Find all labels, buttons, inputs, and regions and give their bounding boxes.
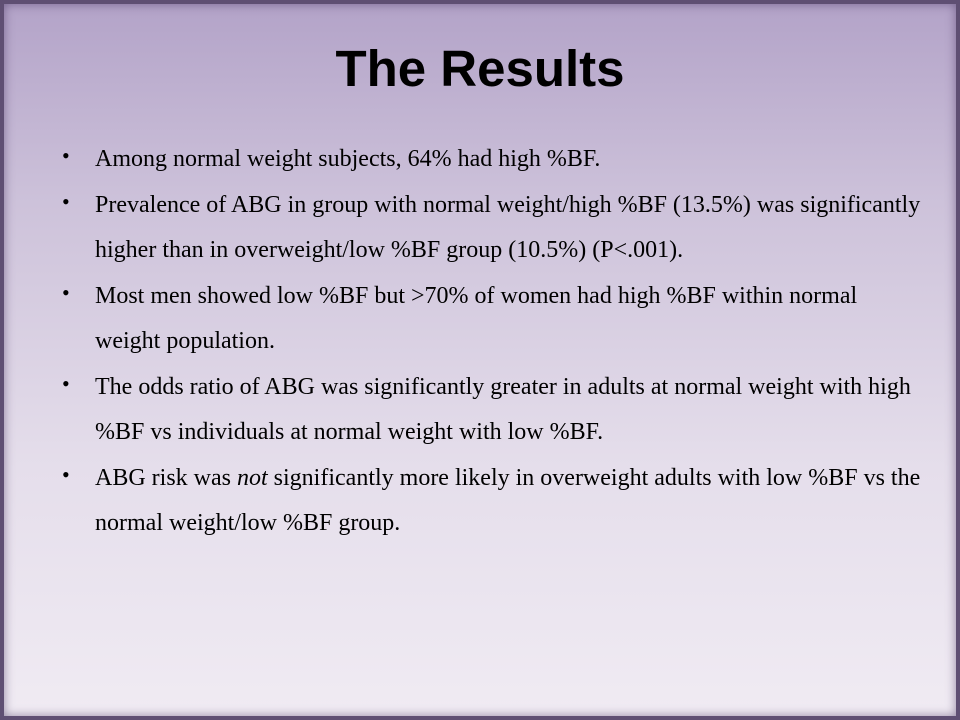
- bullet-item: • Prevalence of ABG in group with normal…: [62, 183, 922, 274]
- bullet-marker: •: [62, 279, 70, 305]
- bullet-text: Among normal weight subjects, 64% had hi…: [95, 137, 922, 183]
- bullet-item: • Among normal weight subjects, 64% had …: [62, 137, 922, 183]
- bullet-marker: •: [62, 461, 70, 487]
- bullet-marker: •: [62, 188, 70, 214]
- bullet-list: • Among normal weight subjects, 64% had …: [62, 137, 922, 547]
- slide-title: The Results: [335, 40, 625, 97]
- bullet-text-part: Prevalence of ABG in group with normal w…: [95, 191, 921, 264]
- bullet-text: ABG risk was not significantly more like…: [95, 456, 922, 547]
- bullet-item: • ABG risk was not significantly more li…: [62, 456, 922, 547]
- bullet-text-part: Most men showed low %BF but >70% of wome…: [95, 282, 858, 355]
- bullet-text: Most men showed low %BF but >70% of wome…: [95, 274, 922, 365]
- bullet-marker: •: [62, 143, 70, 168]
- bullet-text: The odds ratio of ABG was significantly …: [95, 365, 922, 456]
- bullet-text-part: The odds ratio of ABG was significantly …: [95, 373, 911, 446]
- bullet-emphasis: not: [237, 464, 268, 491]
- bullet-item: • Most men showed low %BF but >70% of wo…: [62, 274, 922, 365]
- bullet-text-part: ABG risk was: [95, 464, 237, 491]
- bullet-text-part: significantly more likely in overweight …: [95, 464, 921, 537]
- bullet-text-part: Among normal weight subjects, 64% had hi…: [95, 146, 601, 172]
- bullet-text: Prevalence of ABG in group with normal w…: [95, 183, 922, 274]
- bullet-marker: •: [62, 370, 70, 396]
- slide: The Results • Among normal weight subjec…: [4, 4, 956, 716]
- bullet-item: • The odds ratio of ABG was significantl…: [62, 365, 922, 456]
